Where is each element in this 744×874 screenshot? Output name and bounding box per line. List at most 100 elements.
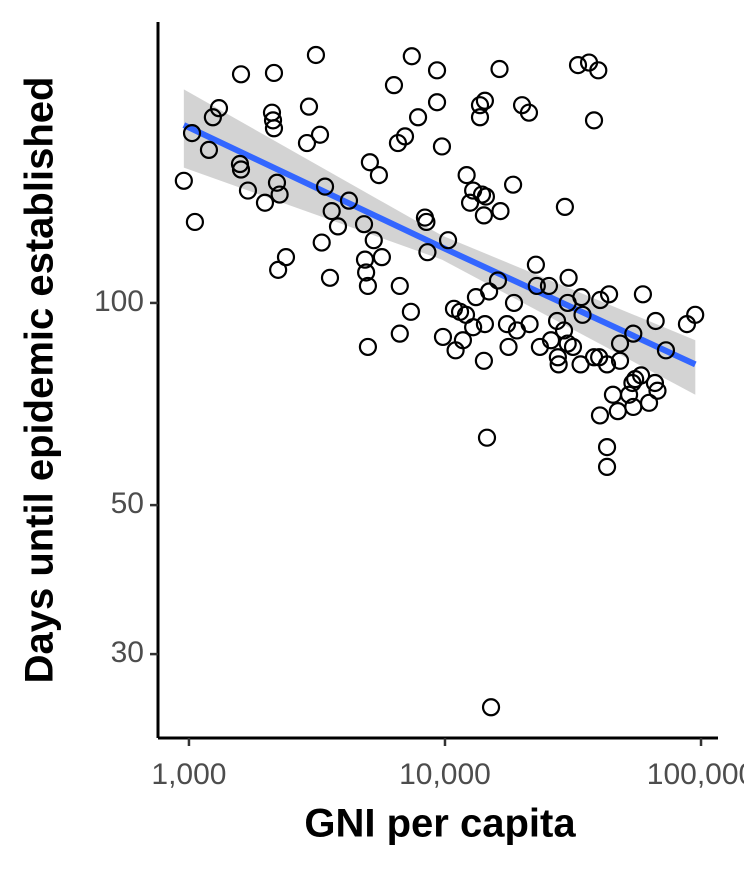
point	[328, 217, 348, 236]
point	[427, 61, 447, 80]
point	[174, 171, 193, 190]
point	[559, 268, 578, 287]
x-tick-label: 100,000	[647, 758, 744, 791]
point	[477, 428, 497, 447]
point	[563, 337, 583, 357]
y-tick-label: 30	[111, 636, 144, 669]
point	[355, 250, 375, 269]
point	[590, 406, 610, 425]
point	[231, 160, 251, 179]
point	[231, 65, 251, 84]
point	[520, 314, 539, 334]
point	[203, 108, 222, 127]
point	[264, 119, 284, 138]
point	[568, 56, 588, 75]
point	[401, 302, 421, 321]
y-tick-label: 50	[111, 487, 144, 520]
point	[320, 268, 340, 287]
point	[597, 457, 617, 476]
point	[619, 385, 639, 404]
point	[255, 193, 275, 212]
point	[519, 103, 539, 122]
point	[372, 248, 391, 267]
point	[438, 231, 458, 250]
point	[503, 175, 523, 194]
point	[539, 276, 559, 296]
point	[457, 166, 476, 185]
point	[470, 108, 490, 127]
point	[624, 324, 643, 343]
point	[470, 96, 490, 115]
point	[504, 293, 524, 313]
point	[572, 288, 591, 307]
point	[390, 276, 409, 296]
point	[322, 202, 341, 221]
point	[639, 393, 659, 412]
y-axis-title: Days until epidemic established	[18, 77, 62, 684]
x-tick-label: 1,000	[151, 758, 226, 791]
y-tick-label: 100	[94, 285, 144, 318]
point	[395, 127, 415, 146]
point	[299, 97, 319, 116]
point	[390, 324, 409, 343]
point	[270, 185, 289, 204]
point	[269, 260, 288, 279]
point	[555, 197, 574, 216]
point	[267, 173, 287, 192]
point	[464, 318, 483, 337]
point	[384, 76, 404, 95]
point	[358, 276, 378, 296]
point	[182, 124, 202, 143]
point	[408, 108, 428, 127]
point	[475, 314, 495, 334]
point	[310, 125, 330, 144]
point	[573, 305, 592, 324]
point	[591, 290, 610, 310]
point	[488, 271, 508, 290]
point	[474, 351, 493, 370]
point	[297, 133, 317, 153]
point	[645, 373, 665, 393]
point	[199, 140, 219, 159]
point	[432, 137, 452, 156]
point	[589, 61, 608, 80]
point	[491, 202, 510, 221]
point	[480, 282, 499, 301]
point	[354, 215, 374, 234]
point	[599, 285, 619, 304]
point	[527, 276, 546, 296]
point	[610, 351, 630, 370]
point	[610, 334, 630, 353]
x-tick-label: 10,000	[399, 758, 491, 791]
point	[633, 285, 653, 304]
point	[490, 59, 509, 79]
point	[548, 348, 567, 367]
point	[402, 47, 421, 66]
point	[597, 355, 617, 374]
point	[499, 337, 518, 357]
point	[656, 341, 676, 360]
point	[453, 331, 473, 350]
point	[369, 166, 389, 185]
point	[364, 231, 383, 250]
point	[358, 337, 378, 357]
point	[686, 305, 705, 324]
point	[497, 314, 517, 334]
point	[263, 111, 283, 130]
point	[475, 91, 495, 110]
point	[584, 111, 604, 130]
point	[315, 177, 335, 196]
point	[339, 191, 359, 210]
point	[418, 243, 437, 262]
point	[306, 45, 326, 65]
point	[597, 438, 617, 457]
point	[554, 321, 574, 340]
point	[433, 327, 453, 347]
point	[541, 331, 561, 350]
point	[481, 698, 501, 717]
point	[427, 93, 447, 112]
point	[646, 311, 665, 331]
point	[357, 263, 376, 282]
point	[264, 63, 284, 83]
